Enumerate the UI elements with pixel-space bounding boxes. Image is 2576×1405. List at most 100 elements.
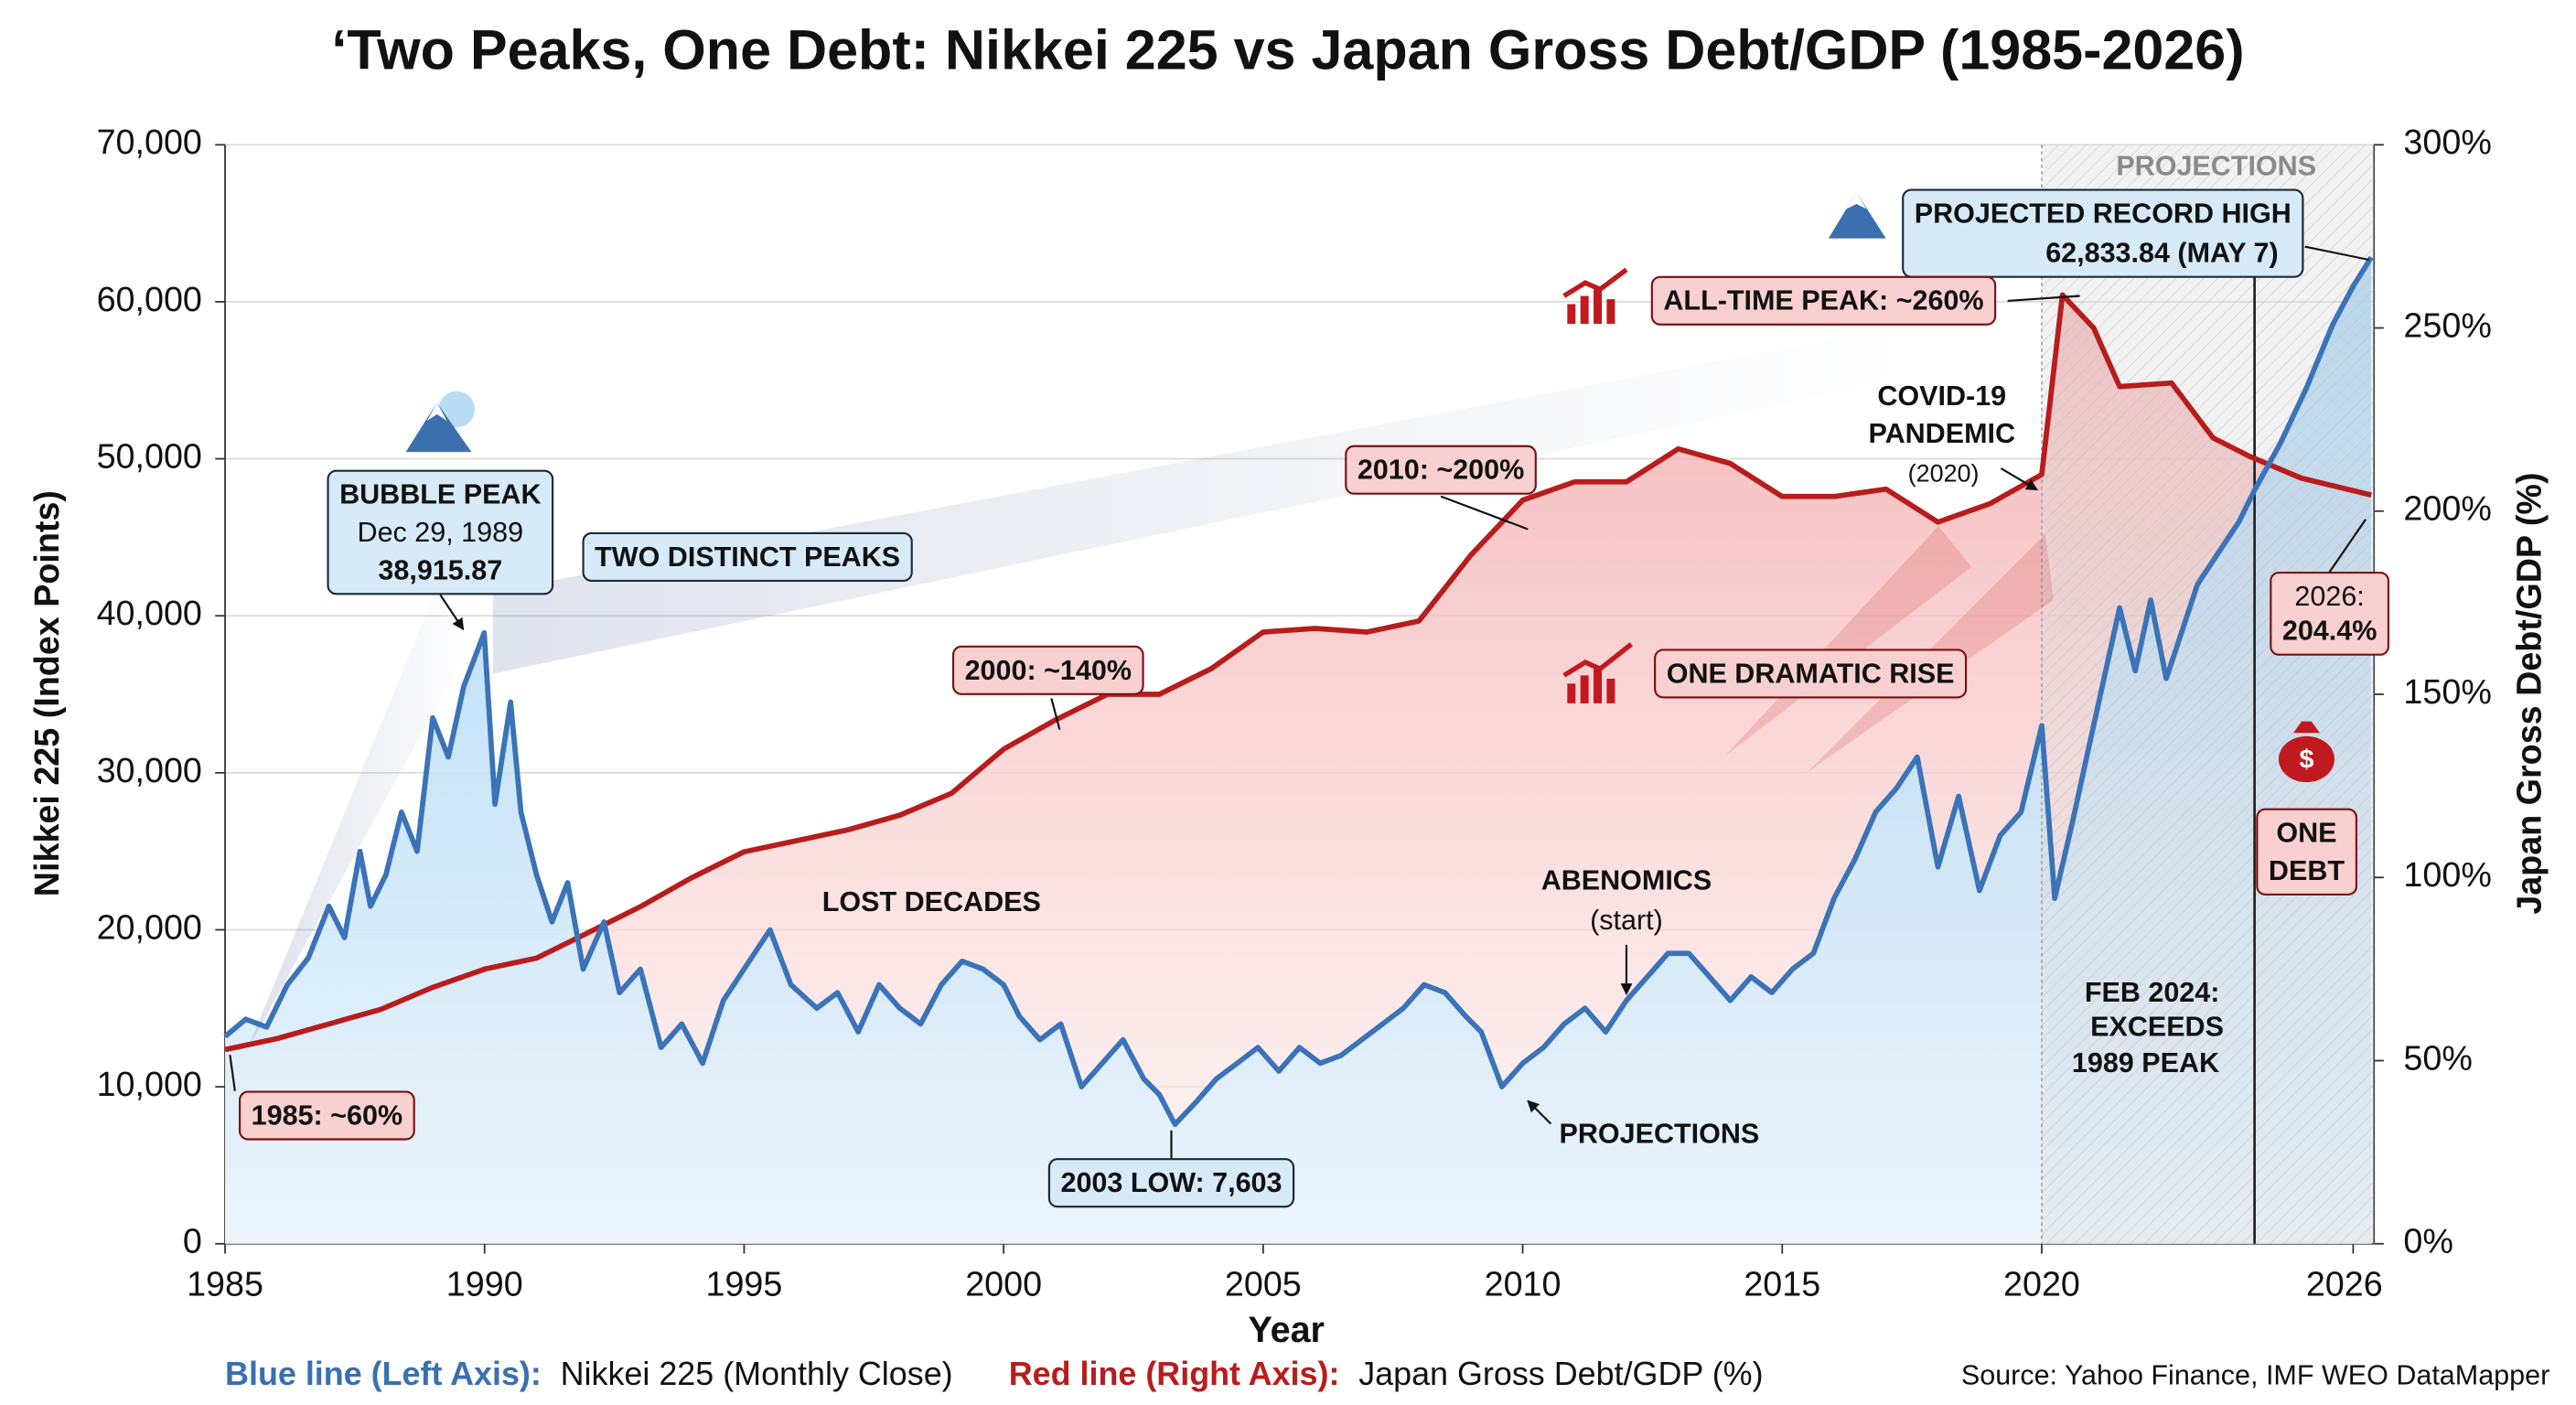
- mountain-icon: [1828, 192, 1886, 239]
- annotation: ALL-TIME PEAK: ~260%: [1663, 285, 1983, 316]
- y-tick-label: 50,000: [97, 437, 202, 476]
- annotation: Dec 29, 1989: [358, 517, 524, 548]
- annotation: BUBBLE PEAK: [339, 479, 541, 510]
- x-tick-label: 2000: [965, 1264, 1042, 1303]
- chart-title: ‘Two Peaks, One Debt: Nikkei 225 vs Japa…: [331, 19, 2244, 81]
- money-bag-icon: $: [2278, 721, 2334, 783]
- callout-box: [2270, 571, 2390, 656]
- y-tick-label: 20,000: [97, 907, 202, 946]
- annotation: TWO DISTINCT PEAKS: [595, 542, 900, 573]
- x-tick-label: 1990: [446, 1264, 523, 1303]
- pointer: [2328, 519, 2367, 573]
- icon-glyph: $: [2299, 745, 2313, 774]
- pointer: [2007, 295, 2080, 302]
- annotation: ONE DRAMATIC RISE: [1667, 658, 1955, 689]
- annotation: LOST DECADES: [822, 886, 1041, 917]
- callout-box: [1650, 275, 1997, 326]
- peak-glow: [246, 591, 468, 1052]
- pointer: [2000, 467, 2039, 491]
- pointer: [229, 1055, 236, 1091]
- legend-entry: Blue line (Left Axis): Nikkei 225 (Month…: [225, 1356, 953, 1393]
- annotation: PROJECTED RECORD HIGH: [1915, 198, 2292, 230]
- pointer: [1440, 495, 1529, 531]
- plot-layer: [223, 145, 2375, 1244]
- chart-icon: [1562, 642, 1634, 703]
- callout-box: [1902, 188, 2304, 278]
- peak-glow: [492, 328, 1906, 674]
- y2-tick-label: 300%: [2403, 123, 2491, 161]
- annotation: 2026:: [2294, 581, 2364, 612]
- y-tick-label: 10,000: [97, 1065, 202, 1103]
- series-line: [224, 292, 2372, 1053]
- legend-entry: Red line (Right Axis): Japan Gross Debt/…: [1009, 1356, 1764, 1393]
- callout-box: [239, 1090, 415, 1141]
- annotation: 204.4%: [2282, 616, 2377, 647]
- series-line: [223, 255, 2374, 1128]
- source-note: Source: Yahoo Finance, IMF WEO DataMappe…: [1961, 1359, 2549, 1390]
- projection-shade: [2041, 145, 2375, 1244]
- annotation: 1985: ~60%: [252, 1100, 402, 1132]
- callout-box: [1654, 649, 1968, 699]
- legend-key: Blue line (Left Axis):: [225, 1356, 542, 1393]
- y-tick-label: 40,000: [97, 594, 202, 632]
- legend-label: Japan Gross Debt/GDP (%): [1358, 1356, 1763, 1393]
- pointer: [439, 594, 465, 631]
- annotation: 2000: ~140%: [965, 655, 1132, 686]
- decoration-layer: $: [246, 192, 2334, 1052]
- annotation: (start): [1590, 905, 1663, 936]
- y2-axis-title: Japan Gross Debt/GDP (%): [2509, 472, 2548, 914]
- y2-tick-label: 200%: [2403, 489, 2491, 528]
- annotation: ONE: [2276, 818, 2336, 849]
- annotation: 1989 PEAK: [2072, 1047, 2219, 1078]
- annotation: COVID-19: [1877, 381, 2006, 412]
- y-tick-label: 30,000: [97, 751, 202, 789]
- pointer: [1050, 698, 1061, 730]
- legend-label: Nikkei 225 (Monthly Close): [561, 1356, 953, 1393]
- annotation: 2003 LOW: 7,603: [1060, 1167, 1282, 1198]
- x-tick-label: 2026: [2306, 1264, 2383, 1303]
- y2-tick-label: 100%: [2403, 855, 2491, 894]
- annotation: 38,915.87: [378, 554, 502, 585]
- annotation: PROJECTIONS: [2116, 150, 2316, 181]
- y2-tick-label: 150%: [2403, 672, 2491, 711]
- x-axis-title: Year: [1248, 1310, 1324, 1350]
- annotation: (2020): [1908, 459, 1980, 487]
- x-tick-label: 2010: [1485, 1264, 1562, 1303]
- rise-glow: [1724, 525, 1972, 756]
- y2-tick-label: 50%: [2403, 1038, 2472, 1077]
- x-tick-label: 2005: [1225, 1264, 1302, 1303]
- y2-tick-label: 250%: [2403, 306, 2491, 344]
- callout-box: [951, 645, 1144, 695]
- x-tick-label: 2015: [1744, 1264, 1820, 1303]
- x-tick-label: 2020: [2003, 1264, 2080, 1303]
- callout-box: [327, 469, 554, 595]
- mountain-icon: [405, 391, 476, 453]
- y-axis-title: Nikkei 225 (Index Points): [27, 490, 66, 896]
- annotation: 62,833.84 (MAY 7): [2045, 238, 2278, 269]
- y-tick-label: 60,000: [97, 280, 202, 318]
- x-tick-label: 1985: [187, 1264, 263, 1303]
- x-tick-label: 1995: [706, 1264, 783, 1303]
- pointer: [1527, 1099, 1552, 1125]
- series-area: [225, 257, 2372, 1244]
- callout-box: [1047, 1158, 1295, 1208]
- annotation-layer: BUBBLE PEAK Dec 29, 1989 38,915.87 TWO DIST…: [229, 150, 2390, 1208]
- annotation: DEBT: [2269, 855, 2345, 886]
- annotation: EXCEEDS: [2090, 1012, 2224, 1043]
- y2-tick-label: 0%: [2403, 1222, 2453, 1260]
- callout-box: [2256, 808, 2358, 896]
- annotation: PROJECTIONS: [1560, 1118, 1760, 1149]
- annotation: PANDEMIC: [1869, 418, 2016, 449]
- callout-box: [582, 531, 913, 582]
- background-layer: 0 10,000 20,000 30,000 40,000 50,000 60,000 70,…: [97, 123, 2492, 1303]
- y-tick-label: 0: [183, 1222, 202, 1260]
- callout-box: [1345, 445, 1537, 495]
- pointer: [2304, 245, 2369, 262]
- annotation: FEB 2024:: [2085, 977, 2220, 1008]
- chart-icon: [1562, 267, 1628, 325]
- annotation: 2010: ~200%: [1358, 455, 1524, 486]
- y-tick-label: 70,000: [97, 123, 202, 161]
- legend-key: Red line (Right Axis):: [1009, 1356, 1340, 1393]
